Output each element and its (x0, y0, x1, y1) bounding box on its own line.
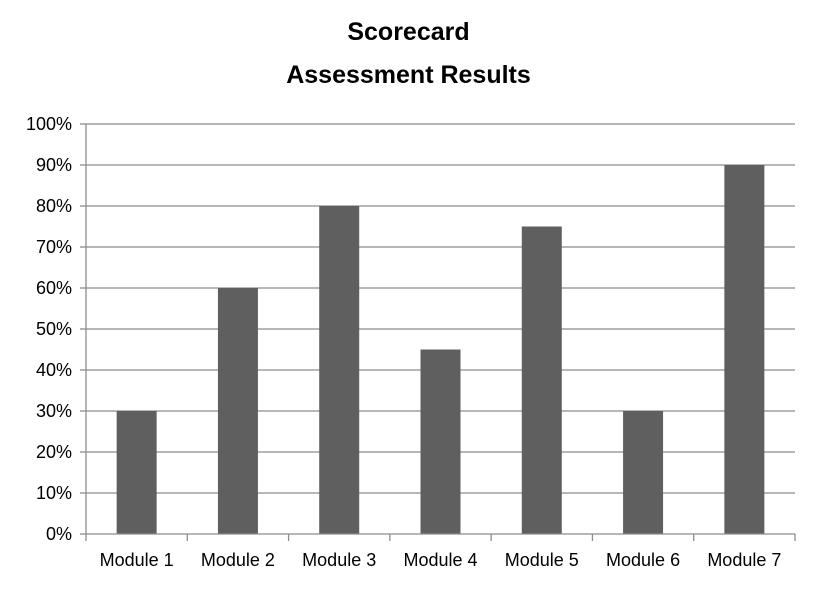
bar-module-4 (420, 349, 461, 534)
y-tick-label: 70% (36, 237, 72, 257)
bar-module-7 (724, 165, 765, 534)
y-tick-label: 20% (36, 442, 72, 462)
bars (116, 165, 765, 534)
y-tick-label: 30% (36, 401, 72, 421)
x-tick-label: Module 5 (505, 550, 579, 570)
x-tick-label: Module 6 (606, 550, 680, 570)
x-tick-label: Module 2 (201, 550, 275, 570)
bar-module-5 (521, 226, 562, 534)
y-tick-label: 60% (36, 278, 72, 298)
bar-module-1 (116, 411, 157, 534)
x-tick-label: Module 3 (302, 550, 376, 570)
bar-module-2 (217, 288, 258, 534)
bar-module-3 (319, 206, 360, 534)
y-tick-label: 100% (26, 114, 72, 134)
x-tick-label: Module 1 (100, 550, 174, 570)
y-tick-label: 90% (36, 155, 72, 175)
x-tick-labels: Module 1 Module 2 Module 3 Module 4 Module 5… (100, 550, 782, 570)
y-tick-label: 40% (36, 360, 72, 380)
y-tick-label: 10% (36, 483, 72, 503)
chart-title-line-1: Scorecard (347, 18, 470, 46)
y-tick-labels: 0% 10% 20% 30% 40% 50% 60% 70% 80% 90% 100% (26, 114, 72, 544)
y-tick-label: 80% (36, 196, 72, 216)
bar-module-6 (623, 411, 664, 534)
axes (80, 123, 796, 541)
y-tick-label: 0% (46, 524, 72, 544)
x-tick-label: Module 7 (707, 550, 781, 570)
x-tick-label: Module 4 (403, 550, 477, 570)
chart-title-line-2: Assessment Results (286, 61, 531, 89)
y-tick-label: 50% (36, 319, 72, 339)
